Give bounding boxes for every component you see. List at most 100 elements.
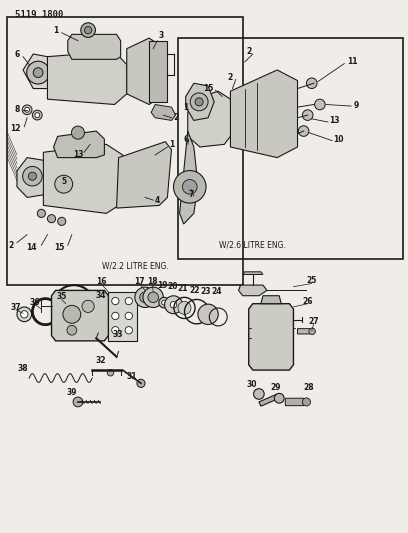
Polygon shape: [249, 304, 293, 370]
Polygon shape: [231, 70, 297, 158]
Circle shape: [73, 397, 83, 407]
Polygon shape: [117, 142, 171, 208]
Circle shape: [71, 126, 84, 139]
Text: 1: 1: [53, 26, 58, 35]
Circle shape: [315, 99, 325, 110]
Circle shape: [63, 305, 81, 323]
Text: 29: 29: [270, 383, 280, 392]
Circle shape: [112, 327, 119, 334]
Text: 30: 30: [247, 380, 257, 389]
Circle shape: [190, 93, 208, 111]
Polygon shape: [297, 329, 312, 334]
Text: 1: 1: [183, 103, 188, 111]
Circle shape: [195, 98, 203, 106]
Text: 27: 27: [308, 317, 319, 326]
Text: W/2.2 LITRE ENG.: W/2.2 LITRE ENG.: [102, 262, 168, 270]
Text: 4: 4: [155, 196, 160, 205]
Circle shape: [143, 287, 163, 308]
Circle shape: [162, 300, 166, 305]
Text: 23: 23: [201, 287, 211, 296]
Text: 2: 2: [8, 241, 13, 250]
Polygon shape: [243, 272, 263, 274]
Circle shape: [302, 398, 310, 406]
Circle shape: [23, 166, 42, 186]
Text: 11: 11: [347, 58, 358, 67]
Text: 31: 31: [127, 373, 137, 382]
Polygon shape: [261, 296, 281, 304]
Polygon shape: [109, 292, 137, 341]
Circle shape: [17, 307, 31, 321]
Polygon shape: [127, 38, 157, 104]
Circle shape: [107, 369, 114, 376]
Text: 1: 1: [169, 140, 174, 149]
Text: 39: 39: [67, 389, 77, 398]
Text: 6: 6: [14, 50, 20, 59]
Circle shape: [81, 23, 95, 37]
Circle shape: [21, 311, 28, 318]
Polygon shape: [259, 394, 279, 406]
Text: 12: 12: [10, 124, 20, 133]
Text: 3: 3: [159, 31, 164, 40]
Text: 8: 8: [14, 106, 20, 114]
Text: 5: 5: [61, 177, 66, 186]
Circle shape: [125, 327, 133, 334]
Circle shape: [170, 302, 177, 308]
Text: 14: 14: [26, 244, 36, 253]
Circle shape: [148, 292, 158, 303]
Circle shape: [32, 110, 42, 120]
Circle shape: [159, 297, 169, 308]
Circle shape: [47, 215, 55, 223]
Text: 36: 36: [30, 297, 40, 306]
Polygon shape: [186, 83, 214, 120]
Text: 24: 24: [211, 287, 222, 296]
Polygon shape: [180, 131, 198, 224]
Text: 15: 15: [203, 84, 213, 93]
Circle shape: [135, 287, 155, 308]
Circle shape: [112, 297, 119, 305]
Polygon shape: [188, 91, 233, 147]
Circle shape: [302, 110, 313, 120]
Text: 7: 7: [188, 190, 194, 199]
Text: 10: 10: [333, 134, 344, 143]
Circle shape: [254, 389, 264, 399]
Text: 22: 22: [189, 286, 200, 295]
Text: 9: 9: [354, 101, 359, 110]
Text: 13: 13: [73, 150, 83, 159]
Polygon shape: [17, 158, 49, 197]
Circle shape: [182, 180, 197, 194]
Text: 2: 2: [173, 114, 178, 122]
Circle shape: [28, 172, 36, 180]
Text: 15: 15: [54, 244, 65, 253]
Circle shape: [173, 171, 206, 203]
Polygon shape: [43, 144, 129, 213]
Circle shape: [58, 217, 66, 225]
Circle shape: [137, 379, 145, 387]
Text: 38: 38: [18, 364, 29, 373]
Text: 16: 16: [96, 277, 107, 286]
Text: 25: 25: [306, 276, 317, 285]
Text: 2: 2: [228, 74, 233, 83]
Text: 35: 35: [56, 292, 67, 301]
Polygon shape: [47, 51, 127, 104]
Circle shape: [198, 304, 218, 325]
Polygon shape: [53, 131, 104, 158]
Circle shape: [25, 107, 29, 112]
Circle shape: [306, 78, 317, 88]
Text: 34: 34: [95, 291, 106, 300]
Text: 33: 33: [113, 330, 123, 339]
Text: 20: 20: [167, 281, 177, 290]
Circle shape: [140, 292, 150, 303]
Circle shape: [164, 296, 182, 314]
Circle shape: [55, 175, 73, 193]
Circle shape: [298, 126, 309, 136]
Polygon shape: [285, 398, 306, 406]
Text: 17: 17: [135, 277, 145, 286]
Polygon shape: [23, 54, 53, 88]
Bar: [177, 38, 403, 259]
Circle shape: [309, 328, 315, 335]
Circle shape: [125, 297, 133, 305]
Text: 21: 21: [177, 284, 188, 293]
Polygon shape: [151, 104, 175, 120]
Text: 2: 2: [246, 47, 251, 56]
Text: 19: 19: [157, 281, 168, 290]
